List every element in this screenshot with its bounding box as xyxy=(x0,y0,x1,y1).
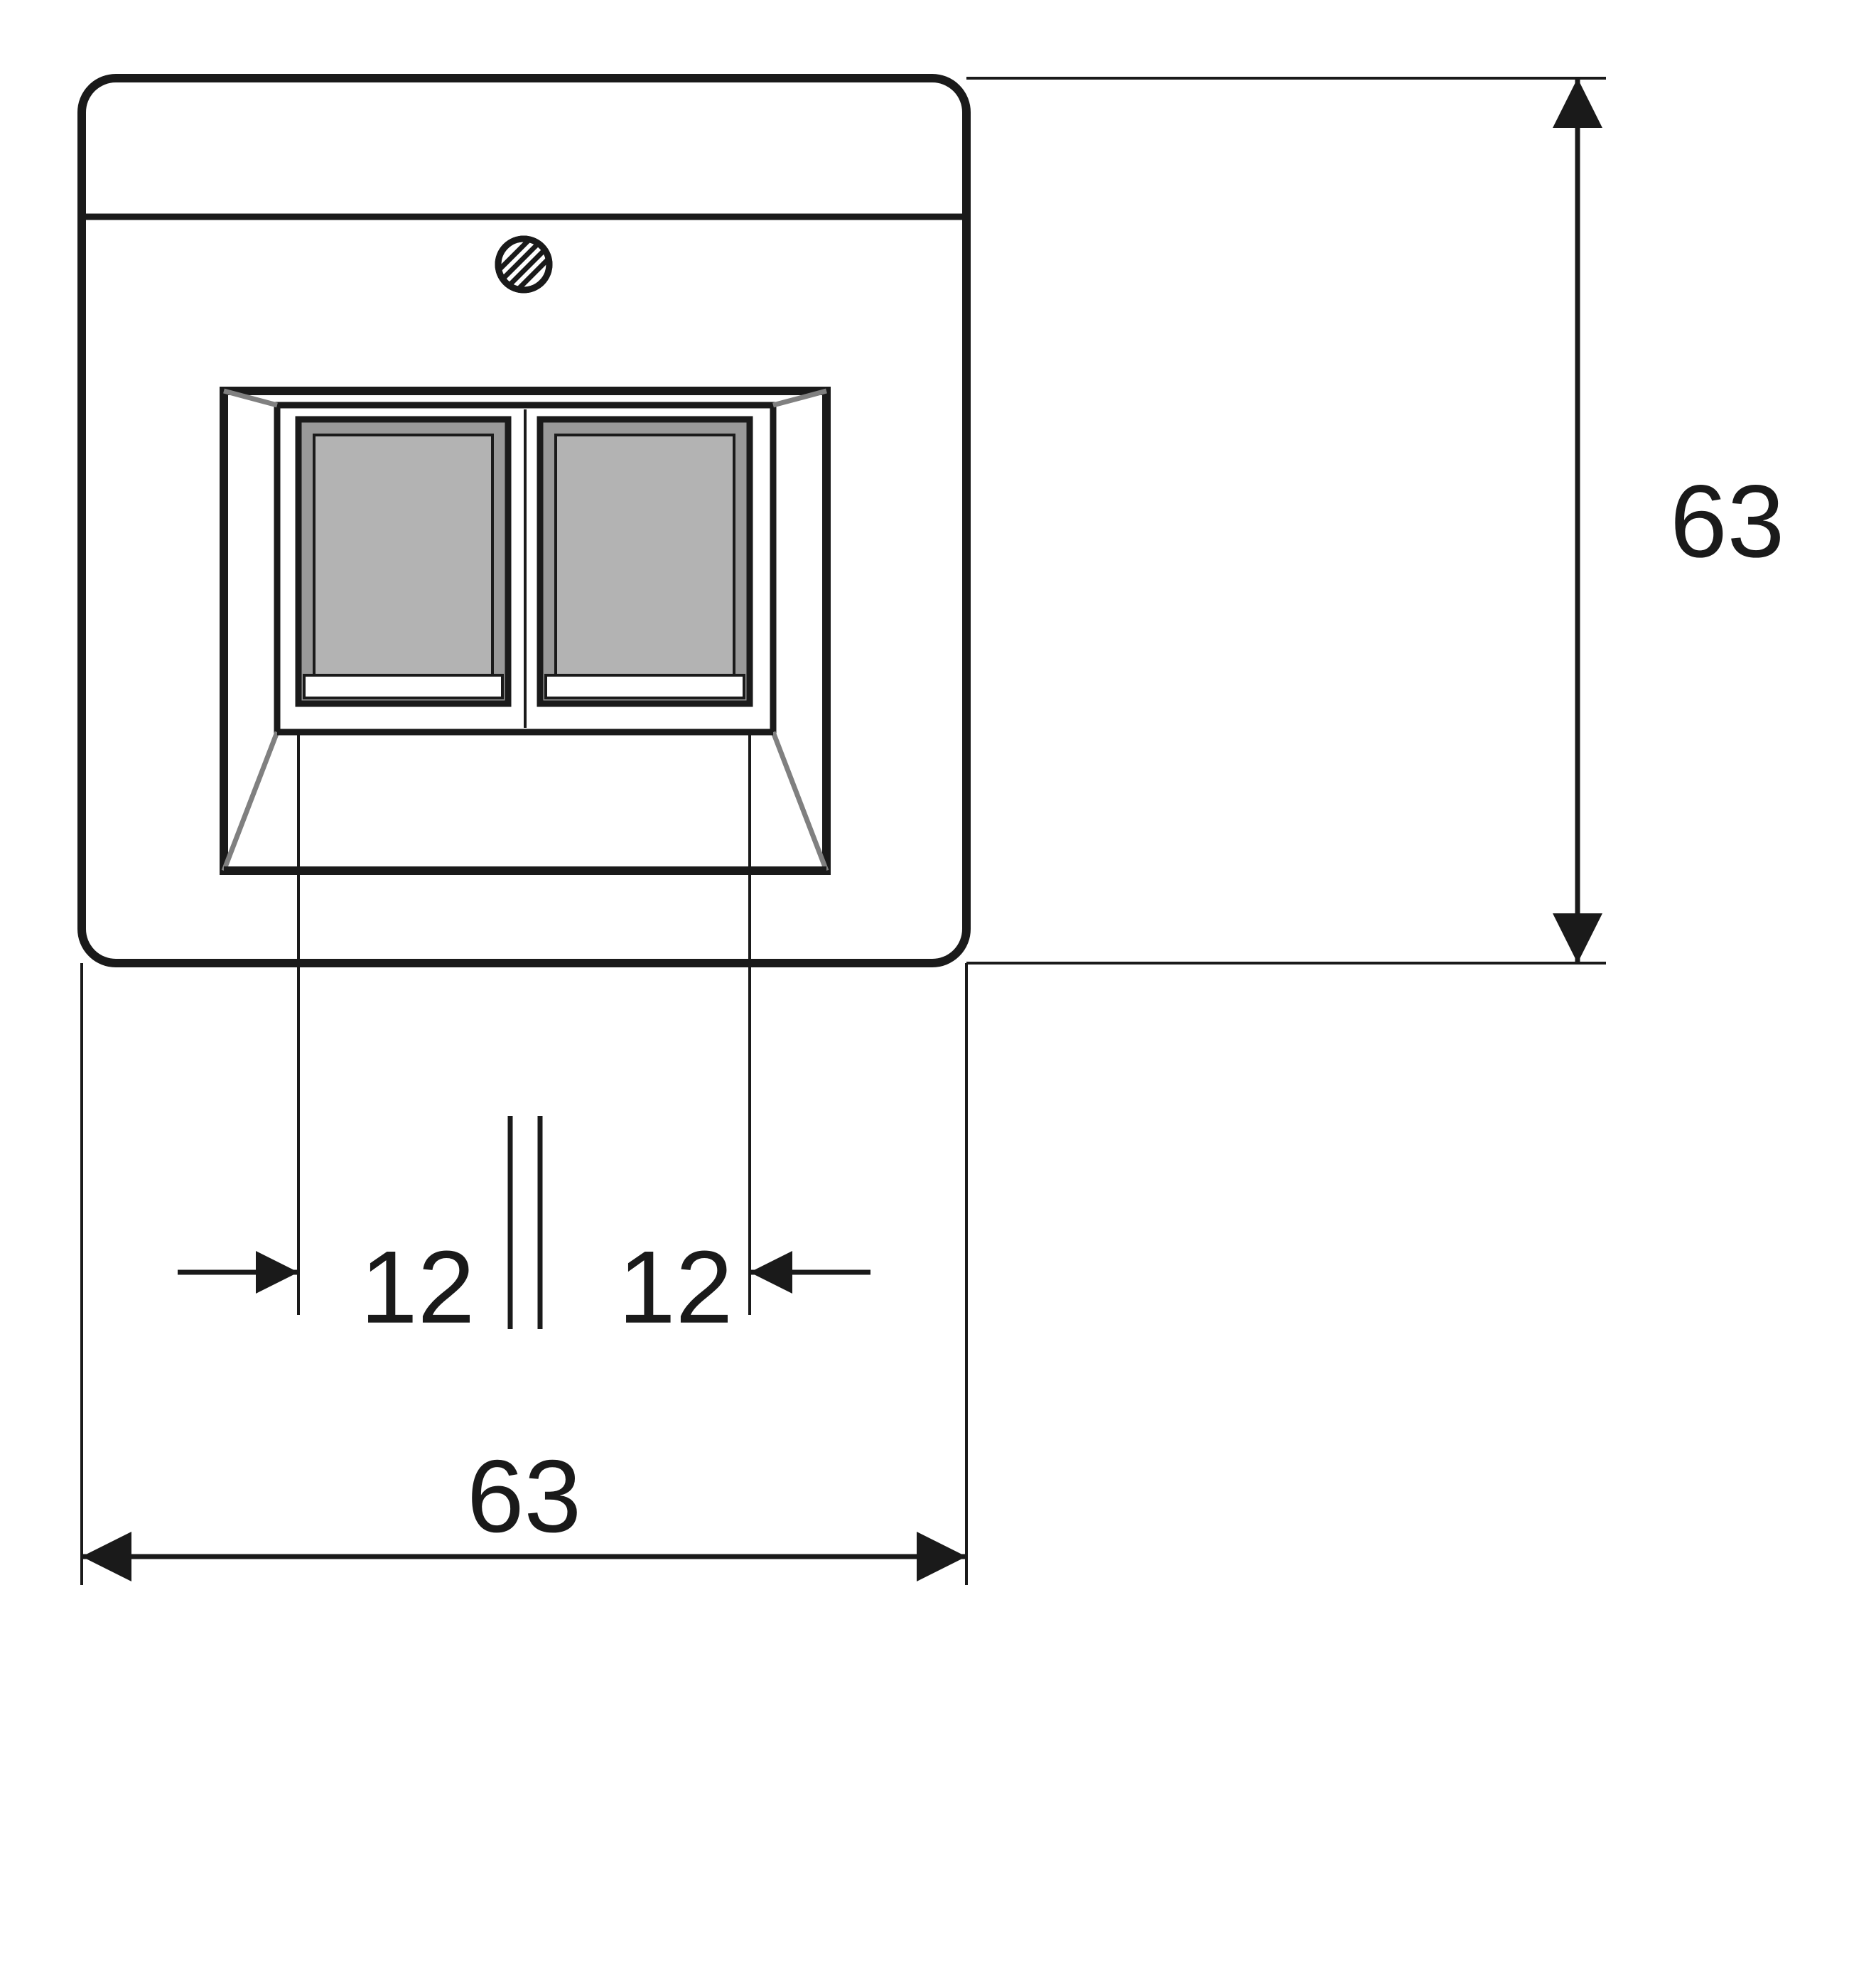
dimension-height: 63 xyxy=(966,78,1784,963)
dimension-port-right-value: 12 xyxy=(618,1230,733,1345)
screw-icon xyxy=(498,239,549,290)
port-right xyxy=(540,419,750,704)
dimension-height-value: 63 xyxy=(1670,463,1784,579)
port-left xyxy=(298,419,508,704)
dimension-port-left-value: 12 xyxy=(360,1230,475,1345)
dimension-width-value: 63 xyxy=(467,1439,581,1554)
